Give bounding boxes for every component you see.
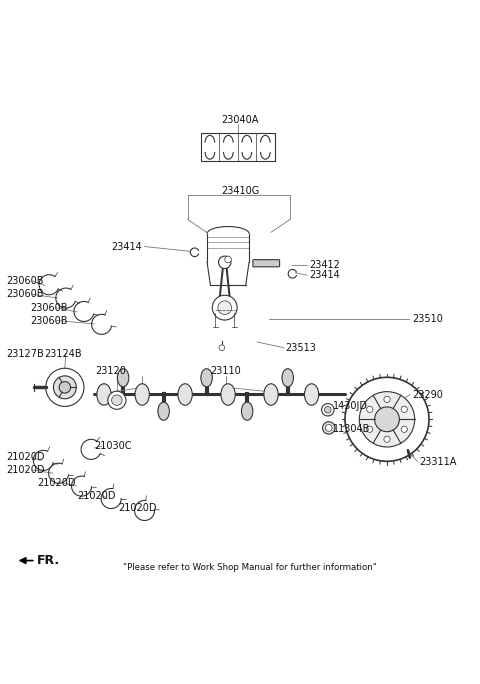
Ellipse shape [158,402,169,420]
Circle shape [367,426,373,432]
Circle shape [323,422,335,434]
Circle shape [374,407,399,432]
Circle shape [324,406,331,413]
Circle shape [367,406,373,412]
Circle shape [225,256,231,263]
Ellipse shape [178,384,192,405]
Text: 23513: 23513 [285,343,316,353]
Circle shape [345,378,429,461]
Text: 11304B: 11304B [333,424,371,434]
Circle shape [46,368,84,406]
FancyBboxPatch shape [253,260,280,267]
Circle shape [325,425,332,431]
Ellipse shape [241,402,253,420]
Text: 23127B: 23127B [6,349,44,359]
Text: 23311A: 23311A [419,458,456,467]
Circle shape [384,436,390,443]
Bar [201,133,275,161]
Text: 1430JD: 1430JD [333,402,368,411]
Text: 23290: 23290 [412,391,443,400]
Circle shape [401,426,408,432]
Text: 23410G: 23410G [221,187,259,196]
Text: 23414: 23414 [111,241,142,252]
Text: 23060B: 23060B [30,315,68,326]
Circle shape [59,382,71,393]
Ellipse shape [304,384,319,405]
Text: 21020D: 21020D [78,490,116,501]
Circle shape [218,256,231,269]
Text: 23510: 23510 [412,314,443,324]
Text: 23120: 23120 [96,367,127,376]
Text: FR.: FR. [37,554,60,567]
Text: 23060B: 23060B [30,302,68,313]
Text: 23110: 23110 [210,367,241,376]
Circle shape [112,395,122,406]
Circle shape [53,376,76,399]
Ellipse shape [264,384,278,405]
Text: 23414: 23414 [309,270,340,280]
Ellipse shape [117,369,129,387]
Text: 23040A: 23040A [221,115,259,125]
Text: 21020D: 21020D [37,478,76,488]
Circle shape [360,392,415,447]
Text: 21020D: 21020D [118,503,157,513]
Ellipse shape [221,384,235,405]
Text: "Please refer to Work Shop Manual for further information": "Please refer to Work Shop Manual for fu… [122,563,376,572]
Text: 21020D: 21020D [6,465,45,475]
Ellipse shape [201,369,212,387]
Circle shape [384,396,390,402]
Text: 21020D: 21020D [6,453,45,462]
Circle shape [218,301,231,315]
Text: 23412: 23412 [309,260,340,269]
Circle shape [212,295,237,320]
Circle shape [219,345,225,351]
Circle shape [401,406,408,412]
Text: 21030C: 21030C [95,440,132,451]
Text: 23124B: 23124B [44,349,82,359]
Text: 23060B: 23060B [6,276,44,286]
Text: 23060B: 23060B [6,289,44,300]
Ellipse shape [97,384,111,405]
Circle shape [108,391,126,409]
Circle shape [322,404,334,416]
Ellipse shape [282,369,293,387]
Ellipse shape [135,384,149,405]
